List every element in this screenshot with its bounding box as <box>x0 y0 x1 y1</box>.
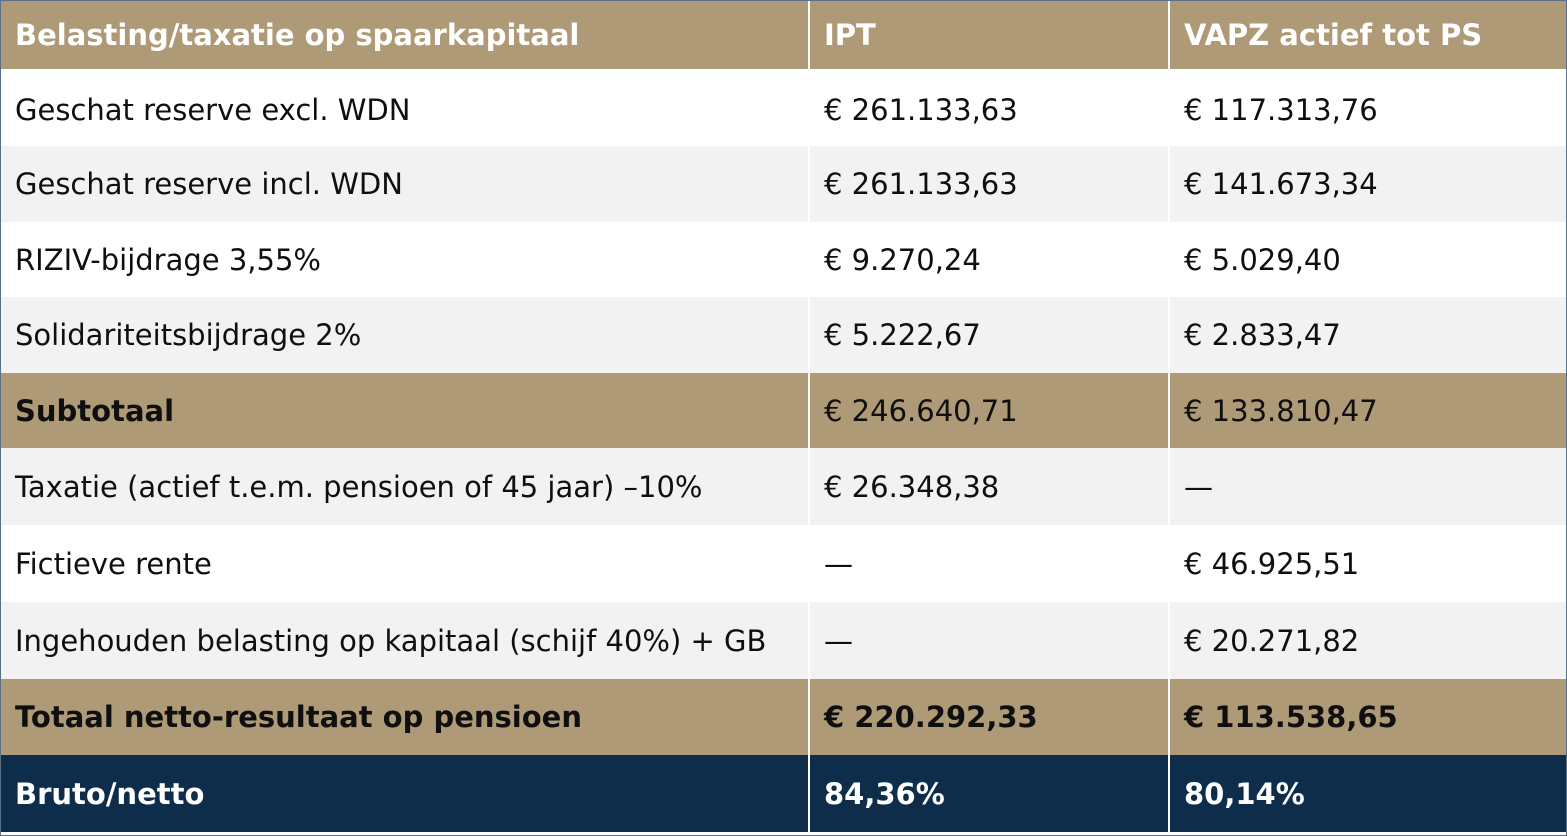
gross-net-row: Bruto/netto 84,36% 80,14% <box>1 755 1566 832</box>
row-ipt-value: € 9.270,24 <box>808 222 1169 297</box>
row-vapz-value: € 141.673,34 <box>1168 146 1566 222</box>
table-row: Fictieve rente — € 46.925,51 <box>1 525 1566 602</box>
table-row: Geschat reserve incl. WDN € 261.133,63 €… <box>1 146 1566 222</box>
row-ipt-value: € 261.133,63 <box>808 71 1169 146</box>
header-vapz: VAPZ actief tot PS <box>1168 1 1566 71</box>
header-label: Belasting/taxatie op spaarkapitaal <box>1 1 809 71</box>
row-vapz-value: € 133.810,47 <box>1168 373 1566 448</box>
row-label: Taxatie (actief t.e.m. pensioen of 45 ja… <box>1 448 809 525</box>
row-label: Subtotaal <box>1 373 809 448</box>
table-row: Solidariteitsbijdrage 2% € 5.222,67 € 2.… <box>1 297 1566 373</box>
table-row: Ingehouden belasting op kapitaal (schijf… <box>1 602 1566 679</box>
row-ipt-value: € 246.640,71 <box>808 373 1169 448</box>
header-ipt: IPT <box>808 1 1169 71</box>
row-vapz-value: € 5.029,40 <box>1168 222 1566 297</box>
row-vapz-value: € 117.313,76 <box>1168 71 1566 146</box>
row-ipt-value: 84,36% <box>808 755 1169 832</box>
row-vapz-value: € 46.925,51 <box>1168 525 1566 602</box>
table-row: Taxatie (actief t.e.m. pensioen of 45 ja… <box>1 448 1566 525</box>
total-row: Totaal netto-resultaat op pensioen € 220… <box>1 679 1566 755</box>
row-vapz-value: € 20.271,82 <box>1168 602 1566 679</box>
row-vapz-value: — <box>1168 448 1566 525</box>
row-label: Solidariteitsbijdrage 2% <box>1 297 809 373</box>
row-label: Totaal netto-resultaat op pensioen <box>1 679 809 755</box>
table-row: Geschat reserve excl. WDN € 261.133,63 €… <box>1 71 1566 146</box>
row-ipt-value: — <box>808 525 1169 602</box>
table-row: RIZIV-bijdrage 3,55% € 9.270,24 € 5.029,… <box>1 222 1566 297</box>
row-ipt-value: € 5.222,67 <box>808 297 1169 373</box>
row-vapz-value: € 2.833,47 <box>1168 297 1566 373</box>
row-ipt-value: € 261.133,63 <box>808 146 1169 222</box>
row-label: Ingehouden belasting op kapitaal (schijf… <box>1 602 809 679</box>
row-ipt-value: € 220.292,33 <box>808 679 1169 755</box>
row-ipt-value: € 26.348,38 <box>808 448 1169 525</box>
row-label: Fictieve rente <box>1 525 809 602</box>
row-vapz-value: € 113.538,65 <box>1168 679 1566 755</box>
row-label: RIZIV-bijdrage 3,55% <box>1 222 809 297</box>
row-label: Geschat reserve incl. WDN <box>1 146 809 222</box>
row-vapz-value: 80,14% <box>1168 755 1566 832</box>
row-ipt-value: — <box>808 602 1169 679</box>
subtotal-row: Subtotaal € 246.640,71 € 133.810,47 <box>1 373 1566 448</box>
row-label: Geschat reserve excl. WDN <box>1 71 809 146</box>
row-label: Bruto/netto <box>1 755 809 832</box>
table-header-row: Belasting/taxatie op spaarkapitaal IPT V… <box>1 1 1566 71</box>
